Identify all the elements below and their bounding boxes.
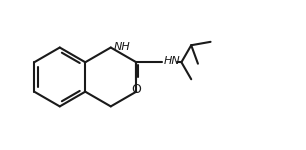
Text: HN: HN [164,56,181,66]
Text: NH: NH [114,42,130,52]
Text: O: O [131,83,141,96]
